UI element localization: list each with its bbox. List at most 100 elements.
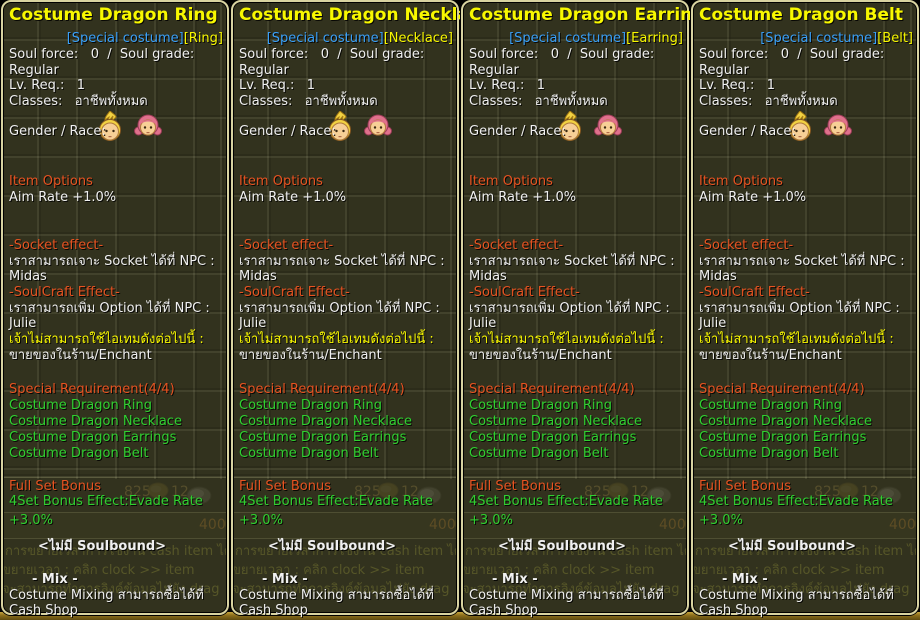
tooltip-content: Costume Dragon Necklace [Special costume… — [230, 0, 460, 620]
full-set-bonus-effect: 4Set Bonus Effect:Evade Rate — [699, 494, 893, 509]
socket-effect-text: เราสามารถเจาะ Socket ได้ที่ NPC : Midas — [239, 253, 445, 285]
full-set-bonus-effect: 4Set Bonus Effect:Evade Rate — [239, 494, 433, 509]
tag-special-costume: [Special costume] — [266, 31, 384, 46]
mix-header: - Mix - — [722, 572, 768, 587]
set-item: Costume Dragon Earrings — [469, 429, 637, 445]
tag-item-type: [Necklace] — [383, 31, 453, 46]
socket-effect-header: -Socket effect- — [239, 238, 334, 253]
restriction-value: ขายของในร้าน/Enchant — [239, 348, 382, 363]
soulcraft-effect-text: เราสามารถเพิ่ม Option ได้ที่ NPC : Julie — [9, 300, 210, 332]
soulcraft-effect-header: -SoulCraft Effect- — [9, 285, 120, 300]
set-item: Costume Dragon Earrings — [9, 429, 177, 445]
socket-effect-header: -Socket effect- — [699, 238, 794, 253]
mix-header: - Mix - — [492, 572, 538, 587]
full-set-bonus-header: Full Set Bonus — [239, 478, 331, 494]
level-req-line: Lv. Req.: 1 — [9, 78, 86, 93]
soulcraft-effect-header: -SoulCraft Effect- — [469, 285, 580, 300]
set-item: Costume Dragon Necklace — [469, 413, 642, 429]
full-set-bonus-value: +3.0% — [9, 513, 53, 528]
female-face-icon — [134, 114, 163, 136]
tooltip-slot-grid-texture — [234, 3, 456, 479]
socket-effect-header: -Socket effect- — [9, 238, 104, 253]
item-tags: [Special costume][Belt] — [760, 31, 913, 47]
tooltip-frame — [231, 0, 459, 615]
soul-force-line: Soul force: 0 / Soul grade: — [469, 47, 655, 62]
full-set-bonus-effect: 4Set Bonus Effect:Evade Rate — [469, 494, 663, 509]
mix-header: - Mix - — [32, 572, 78, 587]
level-req-line: Lv. Req.: 1 — [699, 78, 776, 93]
set-item: Costume Dragon Necklace — [699, 413, 872, 429]
item-title: Costume Dragon Belt — [699, 5, 903, 25]
soulcraft-effect-header: -SoulCraft Effect- — [239, 285, 350, 300]
soulbound-status: <ไม่มี Soulbound> — [498, 539, 627, 554]
mix-description: Costume Mixing สามารถซื้อได้ที่ Cash Sho… — [699, 587, 894, 619]
item-tags: [Special costume][Necklace] — [267, 31, 453, 47]
tooltip-slot-grid-texture — [4, 3, 226, 479]
set-item: Costume Dragon Necklace — [9, 413, 182, 429]
classes-line: Classes: อาชีพทั้งหมด — [9, 93, 148, 109]
background-window-strip — [460, 612, 690, 620]
mix-header: - Mix - — [262, 572, 308, 587]
tag-special-costume: [Special costume] — [509, 31, 627, 46]
female-face-icon — [824, 114, 853, 136]
gender-race-icons — [786, 110, 856, 142]
soulcraft-effect-text: เราสามารถเพิ่ม Option ได้ที่ NPC : Julie — [469, 300, 670, 332]
set-item: Costume Dragon Necklace — [239, 413, 412, 429]
restriction-header: เจ้าไม่สามารถใช้ไอเทมดังต่อไปนี้ : — [9, 332, 204, 347]
set-item: Costume Dragon Earrings — [699, 429, 867, 445]
soul-grade-value: Regular — [699, 62, 749, 78]
set-item: Costume Dragon Ring — [239, 397, 382, 413]
male-face-icon — [789, 110, 811, 141]
tooltip-frame — [691, 0, 919, 615]
gender-race-icons — [96, 110, 166, 142]
gender-race-label: Gender / Race: — [469, 124, 566, 139]
restriction-header: เจ้าไม่สามารถใช้ไอเทมดังต่อไปนี้ : — [699, 332, 894, 347]
classes-line: Classes: อาชีพทั้งหมด — [699, 93, 838, 109]
set-requirement-header: Special Requirement(4/4) — [239, 381, 405, 397]
background-window-strip — [690, 612, 920, 620]
set-item: Costume Dragon Earrings — [239, 429, 407, 445]
level-req-line: Lv. Req.: 1 — [239, 78, 316, 93]
classes-line: Classes: อาชีพทั้งหมด — [239, 93, 378, 109]
tag-item-type: [Ring] — [183, 31, 223, 46]
socket-effect-header: -Socket effect- — [469, 238, 564, 253]
tooltip-frame — [1, 0, 229, 615]
item-title: Costume Dragon Earrings — [469, 5, 690, 25]
male-face-icon — [329, 110, 351, 141]
soul-force-line: Soul force: 0 / Soul grade: — [239, 47, 425, 62]
tooltip-slot-grid-texture — [694, 3, 916, 479]
tooltip-frame — [461, 0, 689, 615]
item-title: Costume Dragon Necklace — [239, 5, 460, 25]
item-title: Costume Dragon Ring — [9, 5, 218, 25]
item-options-header: Item Options — [239, 174, 323, 189]
set-requirement-header: Special Requirement(4/4) — [469, 381, 635, 397]
soulbound-status: <ไม่มี Soulbound> — [728, 539, 857, 554]
tag-special-costume: [Special costume] — [760, 31, 878, 46]
restriction-value: ขายของในร้าน/Enchant — [469, 348, 612, 363]
soul-force-line: Soul force: 0 / Soul grade: — [9, 47, 195, 62]
tag-item-type: [Belt] — [877, 31, 913, 46]
full-set-bonus-header: Full Set Bonus — [9, 478, 101, 494]
background-window-strip — [230, 612, 460, 620]
item-tooltip-panel: 825 12 400 การขยายเวลาการใช้งาน cash ite… — [230, 0, 460, 620]
item-tooltip-panel: 825 12 400 การขยายเวลาการใช้งาน cash ite… — [0, 0, 230, 620]
tag-item-type: [Earring] — [626, 31, 683, 46]
item-tooltip-panel: 825 12 400 การขยายเวลาการใช้งาน cash ite… — [690, 0, 920, 620]
full-set-bonus-header: Full Set Bonus — [469, 478, 561, 494]
tooltip-content: Costume Dragon Belt [Special costume][Be… — [690, 0, 920, 620]
item-tags: [Special costume][Ring] — [67, 31, 223, 47]
mix-description: Costume Mixing สามารถซื้อได้ที่ Cash Sho… — [9, 587, 204, 619]
item-option-value: Aim Rate +1.0% — [239, 189, 347, 205]
gender-race-label: Gender / Race: — [9, 124, 106, 139]
male-face-icon — [559, 110, 581, 141]
soulcraft-effect-text: เราสามารถเพิ่ม Option ได้ที่ NPC : Julie — [699, 300, 900, 332]
soulbound-status: <ไม่มี Soulbound> — [38, 539, 167, 554]
female-face-icon — [364, 114, 393, 136]
set-requirement-header: Special Requirement(4/4) — [9, 381, 175, 397]
tag-special-costume: [Special costume] — [66, 31, 184, 46]
item-tooltip-panel: 825 12 400 การขยายเวลาการใช้งาน cash ite… — [460, 0, 690, 620]
item-options-header: Item Options — [469, 174, 553, 189]
female-face-icon — [594, 114, 623, 136]
gender-race-icons — [556, 110, 626, 142]
